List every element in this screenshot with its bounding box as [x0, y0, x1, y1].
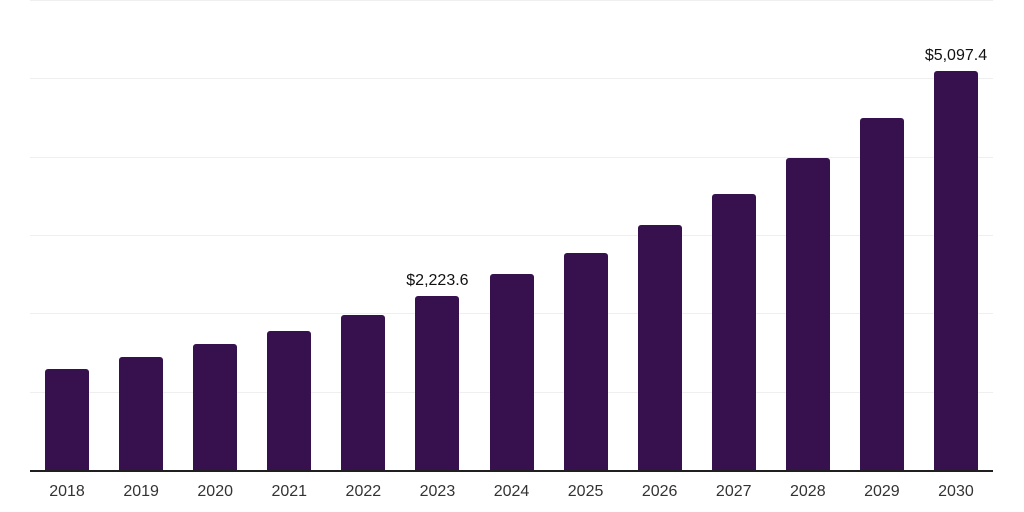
- gridline: [30, 235, 993, 236]
- x-axis-line: [30, 470, 993, 472]
- bar-2027: [711, 194, 756, 470]
- x-tick-2027: 2027: [715, 483, 752, 500]
- bar-2026: [637, 224, 682, 470]
- gridline: [30, 78, 993, 80]
- bar-2021: [267, 330, 312, 470]
- bar-2018: [45, 368, 90, 470]
- x-tick-2019: 2019: [123, 483, 159, 500]
- x-tick-2022: 2022: [345, 483, 382, 500]
- bar-2024: [489, 274, 534, 470]
- x-tick-2026: 2026: [641, 483, 678, 500]
- x-tick-2018: 2018: [49, 483, 85, 500]
- bar-2025: [563, 252, 608, 470]
- x-axis-ticks: 2018 2019 2020 2021 2022 2023 2024 2025 2026 2027…: [30, 483, 993, 505]
- bar-2022: [341, 314, 386, 470]
- value-label-2023: $2,223.6: [406, 272, 469, 290]
- value-label-2030: $5,097.4: [924, 47, 988, 65]
- x-tick-2023: 2023: [419, 483, 456, 500]
- gridline: [30, 0, 993, 1]
- gridline: [30, 156, 993, 158]
- x-tick-2024: 2024: [493, 483, 530, 500]
- bar-2020: [193, 343, 238, 470]
- bar-2019: [119, 357, 164, 470]
- x-tick-2030: 2030: [938, 483, 974, 500]
- bar-2030: [933, 70, 978, 470]
- bar-2028: [785, 158, 830, 470]
- bar-2029: [859, 117, 904, 470]
- x-tick-2029: 2029: [864, 483, 900, 500]
- bar-2023: [415, 295, 460, 470]
- x-tick-2020: 2020: [197, 483, 233, 500]
- x-tick-2028: 2028: [790, 483, 826, 500]
- x-tick-2021: 2021: [271, 483, 308, 500]
- x-tick-2025: 2025: [567, 483, 604, 500]
- plot-area: $2,223.6 $5,097.4: [30, 0, 993, 470]
